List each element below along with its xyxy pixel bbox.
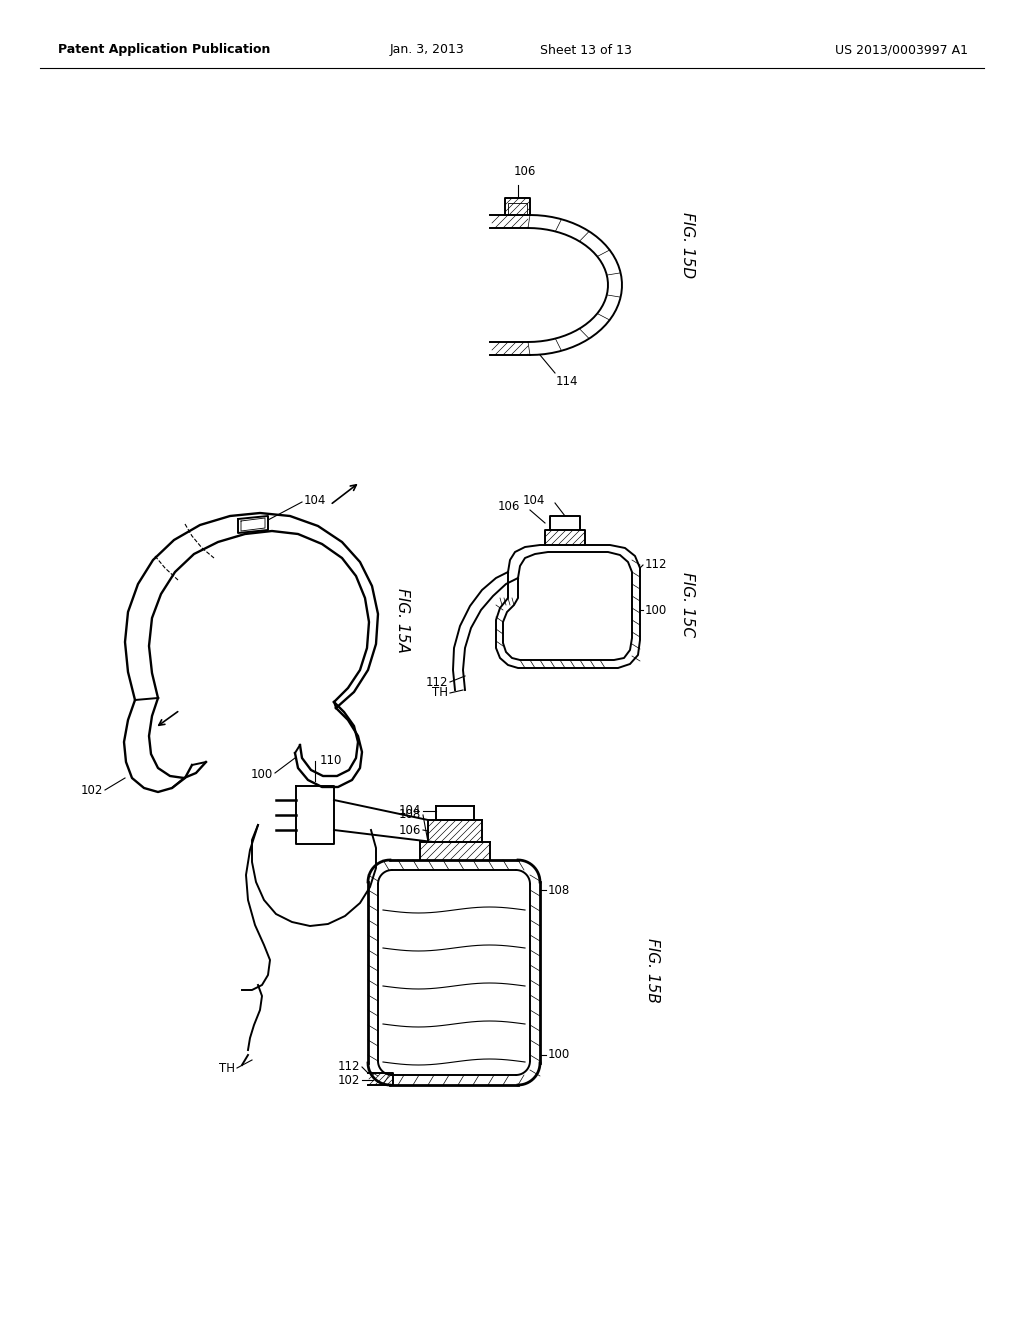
Text: 100: 100 — [645, 603, 668, 616]
Text: 100: 100 — [548, 1048, 570, 1061]
Text: 104: 104 — [398, 804, 421, 817]
Text: Sheet 13 of 13: Sheet 13 of 13 — [540, 44, 632, 57]
Text: 106: 106 — [498, 500, 520, 513]
Text: 100: 100 — [251, 768, 273, 781]
Text: 104: 104 — [522, 494, 545, 507]
Text: 112: 112 — [426, 676, 449, 689]
Text: FIG. 15D: FIG. 15D — [680, 213, 695, 279]
Text: 108: 108 — [548, 883, 570, 896]
Text: TH: TH — [432, 686, 449, 700]
Text: FIG. 15C: FIG. 15C — [680, 573, 695, 638]
Text: 112: 112 — [338, 1060, 360, 1073]
Text: FIG. 15B: FIG. 15B — [645, 937, 660, 1002]
Text: US 2013/0003997 A1: US 2013/0003997 A1 — [835, 44, 968, 57]
Text: 102: 102 — [81, 784, 103, 796]
Text: 102: 102 — [338, 1073, 360, 1086]
Text: Jan. 3, 2013: Jan. 3, 2013 — [390, 44, 465, 57]
Text: 114: 114 — [556, 375, 579, 388]
Text: 110: 110 — [319, 755, 342, 767]
Text: 106: 106 — [514, 165, 537, 178]
Text: Patent Application Publication: Patent Application Publication — [58, 44, 270, 57]
Text: FIG. 15A: FIG. 15A — [395, 587, 410, 652]
Text: 104: 104 — [304, 494, 327, 507]
Text: TH: TH — [219, 1061, 234, 1074]
Text: 108: 108 — [398, 808, 421, 821]
Text: 112: 112 — [645, 558, 668, 572]
Text: 106: 106 — [398, 824, 421, 837]
